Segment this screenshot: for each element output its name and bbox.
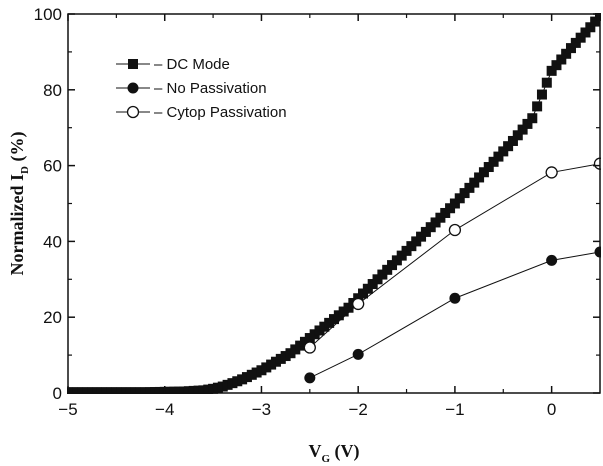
data-point <box>532 101 543 112</box>
legend-item: – Cytop Passivation <box>116 104 287 121</box>
data-point <box>448 223 462 237</box>
y-tick-label: 40 <box>43 232 62 251</box>
data-point <box>517 124 528 135</box>
series-cytop-passivation <box>303 157 601 354</box>
legend-marker <box>127 82 139 94</box>
legend-marker <box>128 59 138 69</box>
data-point <box>449 198 460 209</box>
y-tick-label: 20 <box>43 308 62 327</box>
data-point <box>593 157 601 170</box>
y-tick-label: 80 <box>43 81 62 100</box>
data-point <box>304 372 316 384</box>
legend: – DC Mode – No Passivation – Cytop Passiva… <box>116 56 287 121</box>
x-tick-label: −5 <box>58 400 77 419</box>
y-tick-label: 100 <box>34 5 62 24</box>
data-point <box>594 246 601 258</box>
data-point <box>493 151 504 162</box>
legend-item: – DC Mode <box>116 56 230 73</box>
data-point <box>352 297 365 311</box>
data-point <box>575 32 586 43</box>
y-tick-label: 0 <box>53 384 62 403</box>
data-point <box>483 162 494 173</box>
data-point <box>551 60 562 71</box>
data-point <box>590 16 601 27</box>
legend-marker <box>126 105 140 119</box>
data-point <box>498 146 509 157</box>
data-point <box>527 113 538 124</box>
x-tick-label: 0 <box>547 400 556 419</box>
x-tick-label: −4 <box>155 400 174 419</box>
data-point <box>503 141 514 152</box>
data-point <box>545 166 558 179</box>
x-tick-label: −2 <box>348 400 367 419</box>
data-point <box>469 177 480 188</box>
data-point <box>449 292 461 304</box>
data-point <box>546 65 557 76</box>
series-no-passivation <box>304 246 601 384</box>
data-point <box>570 37 581 48</box>
data-point <box>580 27 591 38</box>
data-point <box>541 77 552 88</box>
legend-label: – No Passivation <box>154 80 267 97</box>
y-tick-label: 60 <box>43 157 62 176</box>
data-point <box>459 188 470 199</box>
y-axis-title: Normalized ID (%) <box>7 132 31 276</box>
data-point <box>556 54 567 65</box>
data-point <box>546 254 558 266</box>
data-point <box>561 48 572 59</box>
legend-label: – Cytop Passivation <box>154 104 287 121</box>
data-point <box>303 341 316 354</box>
ticks-layer: −5 −4 −3 −2 −1 0 0 20 40 60 80 100 <box>34 5 600 419</box>
data-point <box>352 348 364 360</box>
data-point <box>585 22 596 33</box>
data-point <box>507 135 518 146</box>
data-point <box>474 172 485 183</box>
data-point <box>488 156 499 167</box>
series-dc-mode <box>67 13 601 394</box>
data-point <box>522 118 533 129</box>
data-point <box>464 182 475 193</box>
axis-labels: VG (V) Normalized ID (%) <box>7 132 360 465</box>
series-line <box>309 163 601 348</box>
legend-item: – No Passivation <box>116 80 267 97</box>
series-line <box>309 251 601 379</box>
data-point <box>595 13 601 21</box>
series-line <box>68 15 601 393</box>
data-point <box>565 43 576 54</box>
x-axis-title: VG (V) <box>308 441 359 465</box>
x-tick-label: −1 <box>445 400 464 419</box>
series-layer <box>67 13 601 394</box>
plot-frame <box>67 13 601 394</box>
data-point <box>478 167 489 178</box>
data-point <box>512 130 523 141</box>
data-point <box>454 193 465 204</box>
legend-label: – DC Mode <box>154 56 230 73</box>
data-point <box>536 89 547 100</box>
x-tick-label: −3 <box>252 400 271 419</box>
